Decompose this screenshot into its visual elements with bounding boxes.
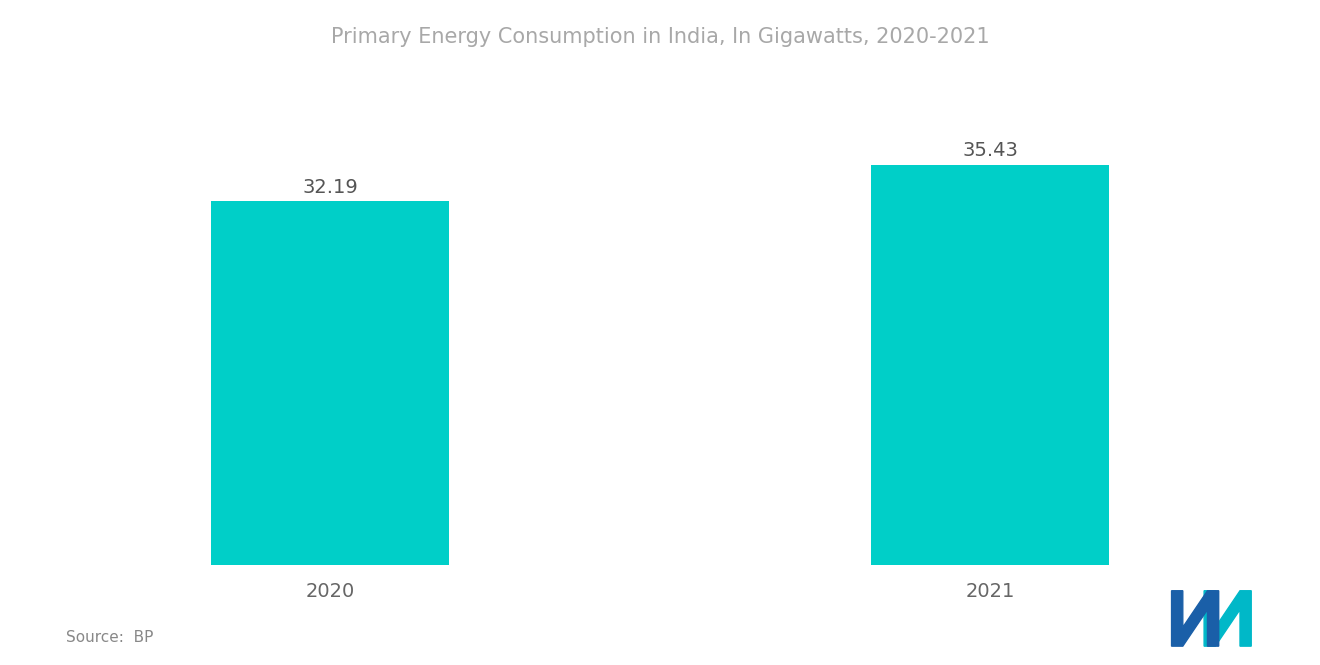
Polygon shape [1204,591,1251,646]
Text: Source:  BP: Source: BP [66,630,153,645]
Text: Primary Energy Consumption in India, In Gigawatts, 2020-2021: Primary Energy Consumption in India, In … [331,27,989,47]
Polygon shape [1172,591,1218,646]
Text: 32.19: 32.19 [302,178,358,197]
Bar [871,165,1109,565]
Text: 35.43: 35.43 [962,141,1018,160]
Bar [211,201,449,565]
